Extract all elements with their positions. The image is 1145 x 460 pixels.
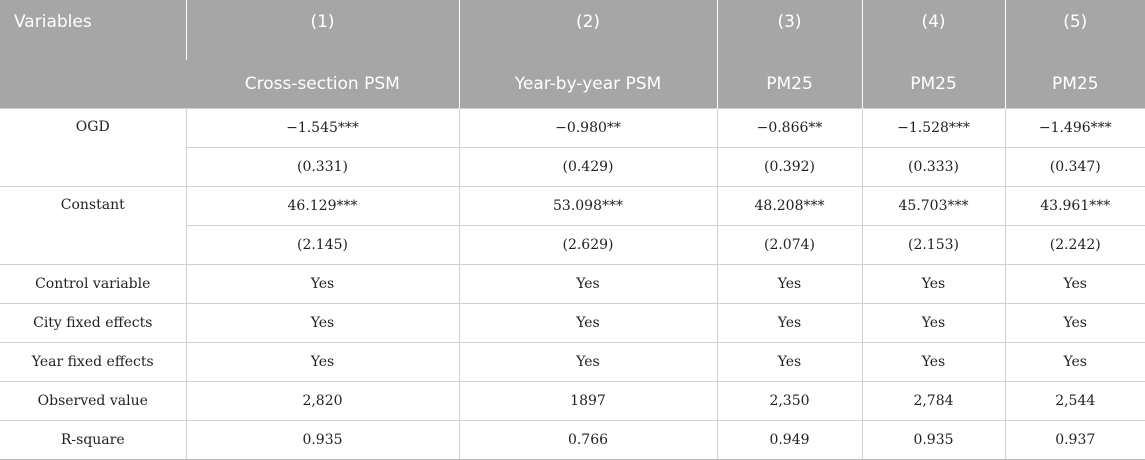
table-row-control-variable: Control variable Yes Yes Yes Yes Yes	[0, 264, 1145, 304]
table-row-ogd-se: (0.331) (0.429) (0.392) (0.333) (0.347)	[0, 147, 1145, 187]
row-label-city-fixed-effects: City fixed effects	[0, 303, 187, 343]
control-value-1: Yes	[185, 264, 460, 304]
city-fe-value-3: Yes	[716, 303, 863, 343]
year-fe-value-4: Yes	[861, 342, 1006, 382]
column-number-1: (1)	[185, 0, 459, 60]
ogd-se-4: (0.333)	[861, 147, 1006, 187]
constant-coef-3: 48.208***	[716, 186, 863, 226]
row-label-year-fixed-effects: Year fixed effects	[0, 342, 187, 382]
row-label-ogd: OGD	[0, 108, 187, 187]
ogd-se-2: (0.429)	[458, 147, 718, 187]
observed-value-5: 2,544	[1004, 381, 1145, 421]
ogd-coef-1: −1.545***	[185, 108, 460, 148]
row-label-control-variable: Control variable	[0, 264, 187, 304]
column-number-2: (2)	[458, 0, 717, 60]
year-fe-value-5: Yes	[1004, 342, 1145, 382]
table-row-constant-coef: Constant 46.129*** 53.098*** 48.208*** 4…	[0, 186, 1145, 265]
table-header: Variables (1) (2) (3) (4) (5) Cross-sect…	[0, 0, 1145, 109]
r-square-value-5: 0.937	[1004, 420, 1145, 460]
column-name-3: PM25	[716, 60, 862, 109]
control-value-2: Yes	[458, 264, 718, 304]
table-row-ogd-coef: OGD −1.545*** −0.980** −0.866** −1.528**…	[0, 108, 1145, 187]
column-name-5: PM25	[1004, 60, 1145, 109]
city-fe-value-5: Yes	[1004, 303, 1145, 343]
city-fe-value-2: Yes	[458, 303, 718, 343]
control-value-4: Yes	[861, 264, 1006, 304]
header-row-numbers: Variables (1) (2) (3) (4) (5)	[0, 0, 1145, 109]
row-label-observed-value: Observed value	[0, 381, 187, 421]
ogd-se-3: (0.392)	[716, 147, 863, 187]
constant-coef-1: 46.129***	[185, 186, 460, 226]
table-row-year-fixed-effects: Year fixed effects Yes Yes Yes Yes Yes	[0, 342, 1145, 382]
column-name-4: PM25	[861, 60, 1005, 109]
table-row-r-square: R-square 0.935 0.766 0.949 0.935 0.937	[0, 420, 1145, 460]
observed-value-4: 2,784	[861, 381, 1006, 421]
constant-se-2: (2.629)	[458, 225, 718, 265]
control-value-3: Yes	[716, 264, 863, 304]
ogd-coef-3: −0.866**	[716, 108, 863, 148]
header-row-names: Cross-section PSM Year-by-year PSM PM25 …	[0, 60, 1145, 109]
table-row-constant-se: (2.145) (2.629) (2.074) (2.153) (2.242)	[0, 225, 1145, 265]
r-square-value-2: 0.766	[458, 420, 718, 460]
control-value-5: Yes	[1004, 264, 1145, 304]
table-row-observed-value: Observed value 2,820 1897 2,350 2,784 2,…	[0, 381, 1145, 421]
city-fe-value-4: Yes	[861, 303, 1006, 343]
constant-se-5: (2.242)	[1004, 225, 1145, 265]
constant-coef-4: 45.703***	[861, 186, 1006, 226]
observed-value-3: 2,350	[716, 381, 863, 421]
row-label-constant: Constant	[0, 186, 187, 265]
variables-header: Variables	[0, 0, 186, 109]
ogd-coef-4: −1.528***	[861, 108, 1006, 148]
column-number-3: (3)	[716, 0, 862, 60]
constant-coef-5: 43.961***	[1004, 186, 1145, 226]
r-square-value-3: 0.949	[716, 420, 863, 460]
column-name-2: Year-by-year PSM	[458, 60, 717, 109]
column-number-5: (5)	[1004, 0, 1145, 60]
r-square-value-1: 0.935	[185, 420, 460, 460]
ogd-coef-2: −0.980**	[458, 108, 718, 148]
table-body: OGD −1.545*** −0.980** −0.866** −1.528**…	[0, 108, 1145, 460]
year-fe-value-1: Yes	[185, 342, 460, 382]
column-number-4: (4)	[861, 0, 1005, 60]
city-fe-value-1: Yes	[185, 303, 460, 343]
ogd-se-5: (0.347)	[1004, 147, 1145, 187]
ogd-se-1: (0.331)	[186, 147, 460, 187]
constant-se-1: (2.145)	[186, 225, 460, 265]
observed-value-2: 1897	[458, 381, 718, 421]
r-square-value-4: 0.935	[861, 420, 1006, 460]
observed-value-1: 2,820	[185, 381, 460, 421]
constant-se-4: (2.153)	[861, 225, 1006, 265]
ogd-coef-5: −1.496***	[1004, 108, 1145, 148]
year-fe-value-2: Yes	[458, 342, 718, 382]
table-row-city-fixed-effects: City fixed effects Yes Yes Yes Yes Yes	[0, 303, 1145, 343]
column-name-1: Cross-section PSM	[186, 60, 459, 109]
constant-se-3: (2.074)	[716, 225, 863, 265]
year-fe-value-3: Yes	[716, 342, 863, 382]
constant-coef-2: 53.098***	[458, 186, 718, 226]
row-label-r-square: R-square	[0, 420, 187, 460]
